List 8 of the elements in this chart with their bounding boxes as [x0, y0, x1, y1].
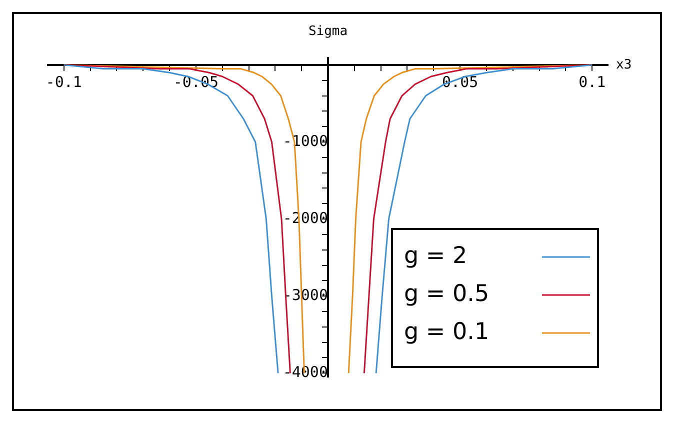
y-axis-title: Sigma [308, 24, 348, 39]
x-tick-label: -0.1 [46, 72, 82, 91]
x-tick-label: 0.1 [578, 72, 606, 91]
legend-label: g = 0.5 [404, 280, 490, 307]
y-tick-label: -4000 [282, 363, 328, 382]
x-axis-title: x3 [616, 57, 632, 72]
series-label: g = 2 [404, 242, 468, 269]
legend-label: g = 0.1 [404, 318, 490, 345]
